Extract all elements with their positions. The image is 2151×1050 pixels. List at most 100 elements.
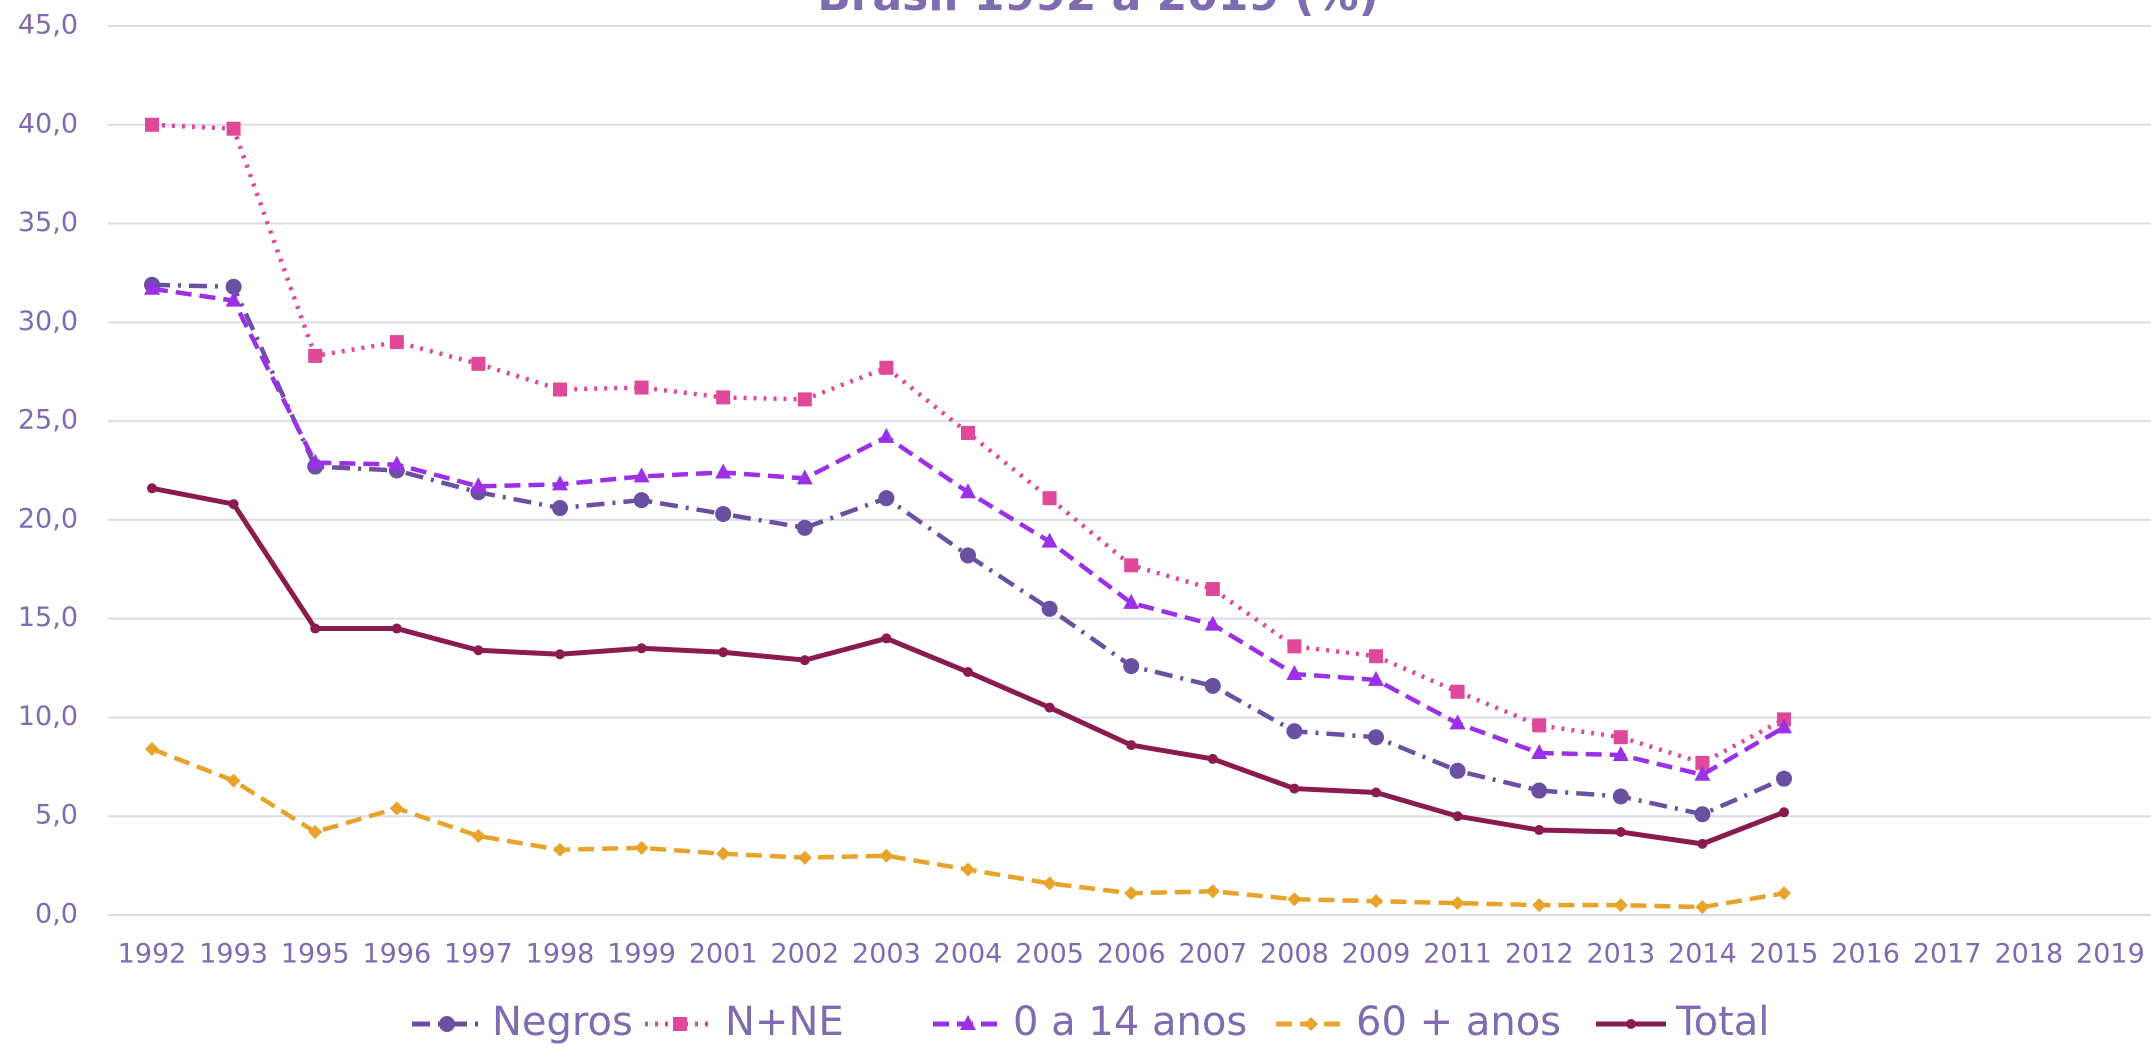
marker	[1532, 718, 1547, 733]
marker	[1449, 714, 1466, 730]
marker	[389, 335, 404, 350]
x-tick-label: 2011	[1423, 939, 1492, 970]
y-tick-label: 30,0	[18, 306, 78, 337]
marker	[391, 623, 402, 634]
legend-label: Negros	[492, 999, 633, 1045]
marker	[796, 519, 813, 536]
x-tick-label: 2014	[1668, 939, 1737, 970]
marker	[799, 655, 810, 666]
marker	[1041, 600, 1058, 617]
marker	[1452, 811, 1463, 822]
marker	[1612, 745, 1629, 761]
marker	[552, 475, 568, 491]
x-tick-label: 2002	[770, 939, 839, 970]
marker	[145, 117, 159, 132]
marker	[1534, 825, 1545, 836]
marker	[1613, 730, 1628, 745]
x-tick-label: 2005	[1015, 939, 1084, 970]
legend-label: Total	[1675, 999, 1769, 1045]
marker	[1042, 876, 1057, 891]
legend-label: 60 + anos	[1356, 999, 1561, 1045]
marker	[310, 623, 321, 634]
marker	[715, 463, 732, 479]
marker	[1123, 658, 1140, 675]
y-tick-label: 15,0	[18, 602, 78, 633]
marker	[471, 828, 486, 843]
marker	[225, 291, 242, 307]
x-tick-label: 1992	[118, 939, 187, 970]
x-tick-label: 2012	[1505, 939, 1574, 970]
y-tick-label: 5,0	[35, 800, 78, 831]
x-tick-label: 2009	[1342, 939, 1411, 970]
legend-marker	[1626, 1019, 1636, 1029]
series-line	[151, 286, 1786, 778]
x-tick-label: 1993	[199, 939, 268, 970]
y-tick-label: 20,0	[18, 503, 78, 534]
y-tick-label: 10,0	[18, 701, 78, 732]
marker	[389, 801, 404, 816]
marker	[633, 492, 650, 509]
marker	[308, 825, 323, 840]
marker	[1776, 770, 1792, 787]
marker	[1369, 894, 1383, 909]
marker	[718, 647, 729, 658]
marker	[796, 469, 813, 485]
y-tick-label: 25,0	[18, 405, 78, 436]
x-tick-label: 2001	[689, 939, 758, 970]
x-tick-label: 2008	[1260, 939, 1329, 970]
marker	[1531, 782, 1548, 799]
marker	[960, 483, 976, 499]
x-tick-label: 2016	[1831, 939, 1900, 970]
marker	[960, 547, 976, 564]
x-tick-label: 1996	[362, 939, 431, 970]
marker	[1615, 827, 1626, 838]
marker	[1450, 684, 1465, 699]
marker	[1777, 886, 1791, 901]
marker	[1124, 558, 1139, 573]
marker	[1123, 593, 1140, 609]
y-tick-label: 35,0	[18, 207, 78, 238]
marker	[225, 278, 242, 295]
marker	[1289, 783, 1300, 794]
marker	[634, 840, 649, 855]
marker	[1694, 765, 1711, 781]
marker	[1449, 762, 1466, 779]
marker	[470, 477, 487, 493]
marker	[1369, 649, 1383, 664]
marker	[797, 850, 812, 865]
marker	[1205, 582, 1220, 597]
x-tick-label: 2018	[1994, 939, 2063, 970]
marker	[553, 382, 567, 397]
marker	[1532, 898, 1547, 913]
x-tick-label: 2007	[1178, 939, 1247, 970]
marker	[878, 427, 895, 443]
marker	[1368, 670, 1384, 686]
chart-title: Brasil 1992 a 2019 (%)	[817, 0, 1378, 21]
marker	[716, 846, 731, 861]
marker	[1612, 788, 1629, 805]
marker	[1286, 723, 1303, 740]
legend-marker	[1304, 1017, 1318, 1031]
marker	[553, 842, 567, 857]
marker	[1287, 892, 1302, 907]
marker	[226, 121, 241, 136]
marker	[1204, 677, 1221, 694]
marker	[1368, 729, 1384, 746]
marker	[1044, 702, 1055, 713]
marker	[1613, 898, 1628, 913]
x-tick-label: 2006	[1097, 939, 1166, 970]
marker	[1531, 744, 1548, 760]
y-tick-label: 40,0	[18, 108, 78, 139]
marker	[879, 848, 894, 863]
marker	[961, 425, 975, 440]
marker	[471, 356, 486, 371]
marker	[1450, 896, 1465, 911]
x-tick-label: 1995	[281, 939, 350, 970]
marker	[881, 633, 892, 644]
marker	[555, 649, 565, 660]
marker	[228, 499, 239, 510]
legend-marker	[960, 1015, 976, 1030]
marker	[552, 500, 568, 517]
marker	[1204, 615, 1221, 631]
